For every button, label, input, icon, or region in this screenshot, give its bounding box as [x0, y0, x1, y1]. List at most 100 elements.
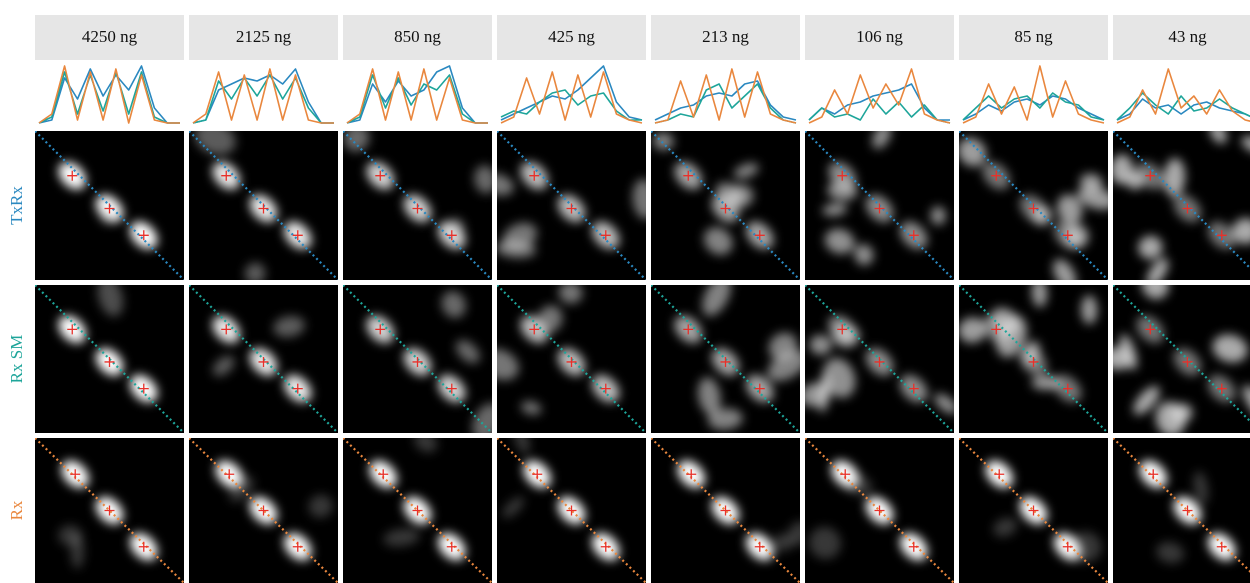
profile-line — [346, 68, 488, 124]
column-header — [497, 15, 646, 60]
noise-blob — [823, 358, 856, 398]
column-label: 43 ng — [1168, 27, 1207, 46]
noise-blob — [809, 526, 841, 559]
noise-blob — [1023, 340, 1041, 365]
marker-cross — [412, 505, 423, 516]
column-header — [189, 15, 338, 60]
image-cell — [651, 131, 800, 280]
marker-cross — [446, 541, 457, 552]
noise-blob — [343, 131, 370, 152]
image-blobs — [805, 315, 954, 414]
image-cell — [651, 438, 800, 583]
marker-cross — [1148, 469, 1159, 480]
image-cell — [1113, 131, 1250, 280]
marker-cross — [1145, 324, 1156, 335]
image-cell — [35, 438, 184, 583]
marker-cross — [446, 230, 457, 241]
image-blobs — [58, 285, 158, 403]
marker-cross — [754, 541, 765, 552]
marker-cross — [720, 356, 731, 367]
marker-cross — [292, 230, 303, 241]
profile-line — [962, 65, 1105, 124]
image-cell — [343, 131, 492, 280]
noise-blob — [1057, 194, 1083, 225]
image-cell — [35, 131, 184, 280]
image-cell — [805, 131, 954, 280]
marker-cross — [600, 541, 611, 552]
image-cell — [35, 285, 184, 433]
noise-blob — [930, 206, 946, 225]
noise-blob — [652, 132, 674, 151]
marker-cross — [754, 230, 765, 241]
marker-cross — [1216, 383, 1227, 394]
profile-line — [654, 83, 797, 124]
noise-blob — [1079, 173, 1103, 191]
marker-cross — [1182, 203, 1193, 214]
noise-blob — [1077, 186, 1108, 210]
marker-cross — [1145, 170, 1156, 181]
noise-blob — [934, 393, 954, 414]
noise-blob — [993, 517, 1017, 537]
image-cell — [959, 131, 1108, 280]
noise-blob — [97, 285, 124, 317]
noise-blob — [703, 227, 733, 255]
marker-cross — [566, 203, 577, 214]
noise-blob — [537, 305, 563, 333]
noise-blob — [1064, 224, 1089, 249]
marker-cross — [67, 324, 78, 335]
image-cell — [497, 285, 646, 433]
noise-blob — [827, 181, 858, 201]
noise-blob — [273, 315, 305, 338]
profile-line — [38, 65, 180, 124]
marker-cross — [529, 324, 540, 335]
marker-cross — [683, 170, 694, 181]
marker-cross — [375, 324, 386, 335]
marker-cross — [292, 541, 303, 552]
image-blobs — [497, 285, 620, 415]
noise-blob — [1155, 401, 1186, 433]
marker-cross — [874, 356, 885, 367]
noise-blob — [502, 222, 538, 250]
noise-blob — [1032, 205, 1052, 226]
image-cell — [805, 285, 954, 433]
noise-blob — [1209, 131, 1227, 144]
marker-cross — [686, 469, 697, 480]
noise-blob — [1138, 235, 1163, 260]
column-label: 425 ng — [548, 27, 595, 46]
noise-blob — [497, 348, 519, 381]
column-label: 213 ng — [702, 27, 749, 46]
column-header — [35, 15, 184, 60]
marker-cross — [258, 356, 269, 367]
noise-blob — [809, 335, 832, 355]
image-cell — [497, 131, 646, 280]
marker-cross — [1182, 505, 1193, 516]
marker-cross — [138, 383, 149, 394]
noise-blob — [959, 137, 987, 167]
noise-blob — [842, 473, 873, 496]
marker-cross — [566, 356, 577, 367]
marker-cross — [908, 383, 919, 394]
marker-cross — [837, 170, 848, 181]
noise-blob — [1163, 158, 1186, 197]
image-cell — [959, 285, 1108, 433]
profile-line — [38, 65, 180, 124]
profile-line — [808, 98, 951, 124]
noise-blob — [244, 262, 266, 280]
noise-blob — [1081, 295, 1098, 325]
marker-cross — [1062, 230, 1073, 241]
noise-blob — [521, 401, 542, 415]
marker-cross — [104, 505, 115, 516]
marker-cross — [600, 383, 611, 394]
marker-cross — [292, 383, 303, 394]
marker-cross — [258, 203, 269, 214]
column-header — [343, 15, 492, 60]
column-label: 4250 ng — [82, 27, 138, 46]
marker-cross — [600, 230, 611, 241]
marker-cross — [412, 203, 423, 214]
column-label: 850 ng — [394, 27, 441, 46]
row-label: TxRx — [7, 186, 26, 225]
noise-blob — [1212, 334, 1248, 363]
marker-cross — [1028, 356, 1039, 367]
noise-blob — [308, 494, 333, 518]
marker-cross — [138, 541, 149, 552]
